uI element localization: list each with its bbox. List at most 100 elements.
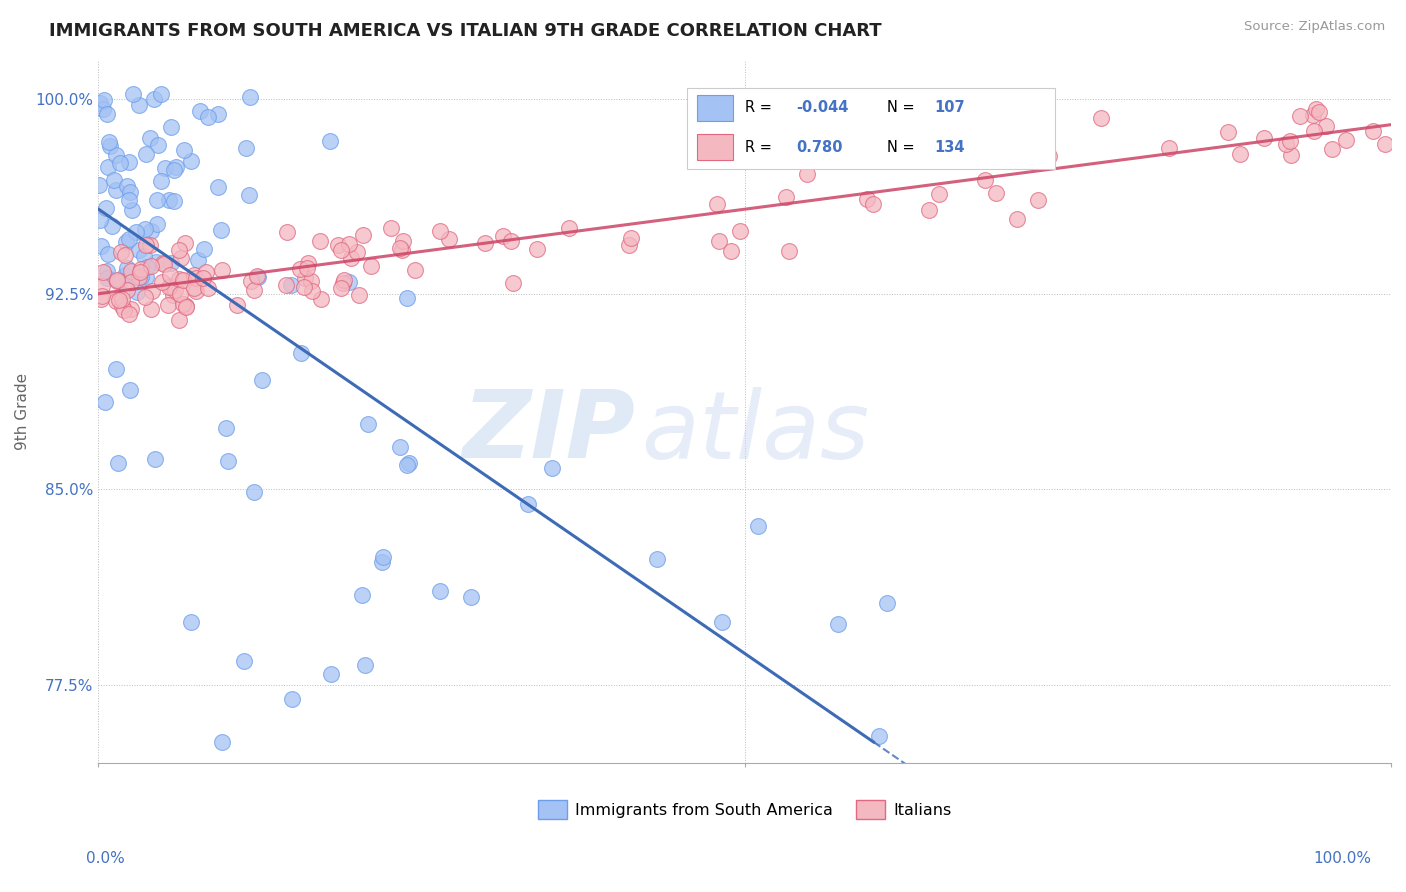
Point (280, 278, 302, 293)
Point (143, 92, 166, 106)
Point (118, 232, 141, 246)
Point (337, 236, 360, 251)
Point (104, 293, 127, 308)
Point (159, 279, 181, 293)
Point (118, 193, 141, 207)
Point (209, 223, 232, 237)
Point (121, 87, 143, 102)
Point (707, 235, 730, 249)
Point (239, 90, 262, 104)
Point (110, 274, 132, 288)
Point (238, 187, 260, 202)
Point (311, 292, 333, 306)
Point (295, 260, 318, 275)
Point (1305, 102, 1327, 116)
Text: 107: 107 (935, 101, 966, 115)
Point (301, 284, 323, 298)
Point (132, 249, 155, 263)
Point (135, 260, 157, 274)
Point (169, 287, 191, 301)
Point (107, 293, 129, 307)
Point (135, 146, 157, 161)
Point (217, 454, 239, 468)
Point (191, 271, 214, 285)
Point (125, 285, 148, 299)
Point (118, 307, 141, 321)
Text: N =: N = (887, 139, 920, 154)
Text: IMMIGRANTS FROM SOUTH AMERICA VS ITALIAN 9TH GRADE CORRELATION CHART: IMMIGRANTS FROM SOUTH AMERICA VS ITALIAN… (49, 22, 882, 40)
Point (91, 102, 114, 116)
Point (1315, 119, 1337, 133)
Point (360, 259, 382, 273)
Point (172, 273, 194, 287)
Point (110, 244, 132, 259)
Point (841, 141, 863, 155)
Point (134, 222, 156, 236)
Point (211, 263, 233, 277)
Point (720, 244, 742, 258)
Point (160, 120, 183, 134)
Text: atlas: atlas (641, 387, 869, 478)
Point (918, 203, 941, 218)
Point (340, 252, 363, 266)
Point (1362, 124, 1385, 138)
Point (928, 186, 950, 201)
Point (94, 201, 117, 215)
Point (165, 160, 187, 174)
Point (398, 456, 420, 470)
Point (190, 104, 212, 119)
Point (883, 146, 905, 161)
Point (1275, 136, 1298, 151)
Point (97, 135, 120, 149)
Point (288, 261, 311, 276)
Point (146, 138, 169, 153)
Point (956, 146, 979, 161)
Point (107, 456, 129, 470)
Point (354, 658, 377, 673)
Point (143, 452, 166, 467)
Point (141, 301, 163, 316)
Point (373, 550, 395, 565)
Point (526, 242, 548, 256)
Point (128, 244, 150, 258)
Point (197, 280, 219, 294)
Point (172, 297, 194, 311)
Point (162, 194, 184, 208)
Point (1026, 145, 1049, 160)
Point (380, 221, 402, 235)
Point (115, 261, 138, 276)
FancyBboxPatch shape (697, 134, 733, 161)
Point (778, 244, 800, 259)
Point (167, 313, 190, 327)
Point (1038, 149, 1060, 163)
Point (309, 234, 332, 248)
Point (187, 252, 209, 267)
Point (128, 270, 150, 285)
Point (105, 183, 128, 197)
Point (157, 280, 180, 294)
Point (170, 251, 193, 265)
Point (876, 596, 898, 610)
Point (120, 383, 142, 397)
Point (332, 276, 354, 290)
Point (856, 192, 879, 206)
Point (460, 590, 482, 604)
Point (115, 235, 138, 249)
Point (391, 243, 413, 257)
Point (115, 179, 138, 194)
Point (1334, 133, 1357, 147)
Point (165, 283, 187, 297)
Point (101, 219, 124, 234)
Point (730, 224, 752, 238)
Point (868, 729, 890, 743)
FancyBboxPatch shape (697, 95, 733, 121)
Point (141, 284, 163, 298)
Point (183, 281, 205, 295)
Point (152, 257, 174, 271)
Point (246, 268, 269, 283)
Point (103, 173, 125, 187)
Point (247, 270, 270, 285)
Point (357, 417, 380, 431)
Point (502, 277, 524, 291)
Point (117, 283, 139, 297)
